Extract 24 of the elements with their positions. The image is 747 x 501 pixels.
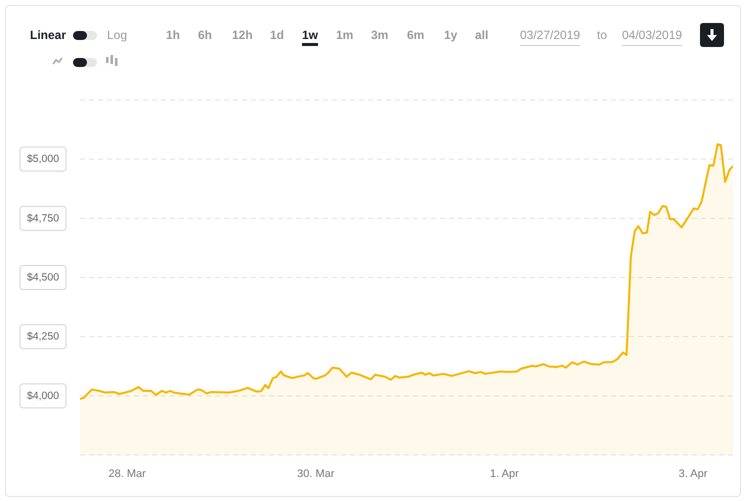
y-tick-label: $4,750 [26, 212, 60, 224]
text: 1h [166, 28, 180, 42]
x-tick-label: 30. Mar [297, 468, 335, 480]
x-tick-label: 3. Apr [678, 468, 708, 480]
text: to [597, 28, 608, 42]
y-tick-label: $4,250 [26, 330, 60, 343]
text: 6m [407, 28, 424, 42]
y-tick-label: $4,000 [26, 390, 60, 402]
text: all [475, 28, 488, 42]
text: 1d [270, 28, 284, 42]
text: 1w [302, 28, 318, 42]
text: 12h [232, 28, 253, 42]
text: 6h [198, 28, 212, 42]
y-tick-label: $5,000 [26, 153, 60, 166]
text: 1y [444, 28, 458, 42]
x-tick-label: 28. Mar [108, 468, 146, 480]
text: 1m [336, 28, 354, 42]
text: Linear [30, 28, 66, 42]
y-tick-label: $4,500 [26, 272, 60, 284]
x-tick-label: 1. Apr [490, 468, 520, 480]
text: Log [107, 28, 128, 42]
text: 03/27/2019 [520, 28, 580, 42]
text: 04/03/2019 [622, 28, 682, 42]
text: 3m [371, 28, 388, 42]
